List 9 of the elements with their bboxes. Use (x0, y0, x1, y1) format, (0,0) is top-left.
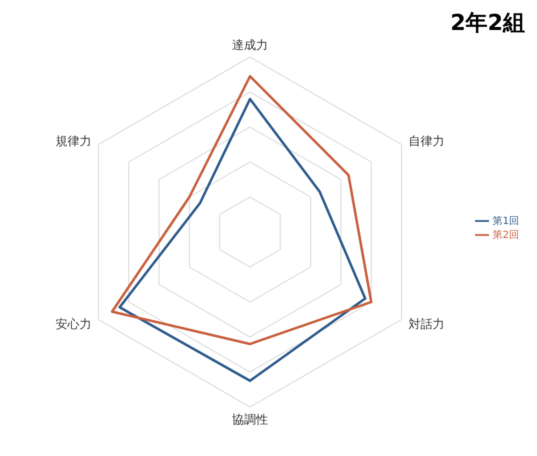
spoke-label: 対話力 (408, 316, 444, 331)
chart-title: 2年2組 (450, 10, 525, 38)
spoke-label: 自律力 (408, 134, 444, 148)
spoke-label: 達成力 (232, 38, 268, 52)
legend-label: 第1回 (492, 216, 519, 227)
spoke-label: 安心力 (56, 316, 92, 331)
spoke-label: 協調性 (232, 412, 268, 427)
spoke-label: 規律力 (56, 134, 92, 148)
legend-label: 第2回 (492, 230, 519, 241)
